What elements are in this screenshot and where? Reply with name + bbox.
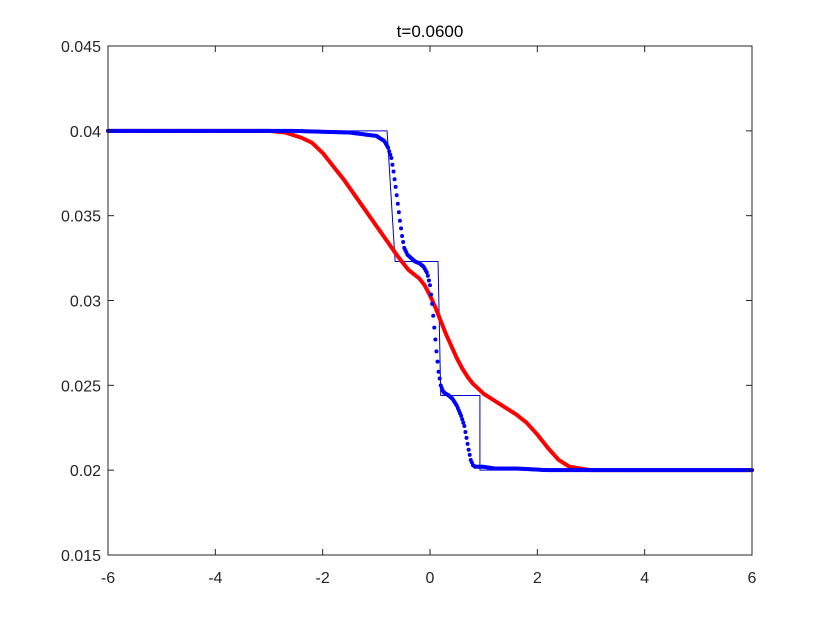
data-point <box>401 239 406 244</box>
data-point <box>390 162 395 167</box>
data-point <box>392 177 397 182</box>
x-tick-label: -2 <box>316 570 330 587</box>
data-point <box>435 359 440 364</box>
data-point <box>386 145 391 150</box>
x-tick-label: 2 <box>533 570 542 587</box>
chart-title: t=0.0600 <box>397 22 464 41</box>
data-point <box>397 218 402 223</box>
data-point <box>460 417 465 422</box>
data-point <box>463 429 468 434</box>
data-point <box>387 149 392 154</box>
data-point <box>429 292 434 297</box>
x-tick-label: 0 <box>426 570 435 587</box>
data-point <box>430 301 435 306</box>
data-point <box>388 152 393 157</box>
y-tick-label: 0.03 <box>70 294 101 311</box>
data-point <box>389 155 394 160</box>
y-tick-label: 0.015 <box>61 548 101 565</box>
axes-layer: -6 -4 -2 0 2 4 6 0.015 0.02 0.025 0.03 0.035 0.04 0.0… <box>61 39 757 587</box>
data-point <box>393 184 398 189</box>
series-line-1 <box>106 128 754 473</box>
x-tick-label: 4 <box>640 570 649 587</box>
data-point <box>433 337 438 342</box>
data-point <box>437 376 442 381</box>
data-point <box>428 283 432 288</box>
y-tick-label: 0.035 <box>61 209 101 226</box>
data-point <box>400 234 405 239</box>
data-point <box>462 424 467 429</box>
data-point <box>424 270 429 275</box>
data-point <box>464 435 469 440</box>
data-point <box>436 369 441 374</box>
x-tick-label: -4 <box>208 570 222 587</box>
data-point <box>466 447 471 452</box>
y-tick-label: 0.02 <box>70 463 101 480</box>
data-point <box>426 278 431 283</box>
plot-area <box>108 46 752 555</box>
data-point <box>396 210 401 215</box>
series-layer <box>106 128 754 473</box>
data-point <box>461 420 466 425</box>
data-point <box>434 349 439 354</box>
data-point <box>431 313 436 318</box>
x-tick-label: -6 <box>101 570 115 587</box>
y-tick-label: 0.025 <box>61 378 101 395</box>
data-point <box>391 169 396 174</box>
y-tick-label: 0.04 <box>70 124 101 141</box>
data-point <box>465 441 470 446</box>
x-tick-label: 6 <box>748 570 757 587</box>
data-point <box>399 226 404 231</box>
data-point <box>425 273 430 278</box>
series-dots-2 <box>106 128 754 473</box>
data-point <box>432 325 437 330</box>
data-point <box>395 201 400 206</box>
data-point <box>467 452 472 457</box>
data-point <box>394 193 399 198</box>
data-point <box>459 413 464 418</box>
y-tick-label: 0.045 <box>61 39 101 56</box>
